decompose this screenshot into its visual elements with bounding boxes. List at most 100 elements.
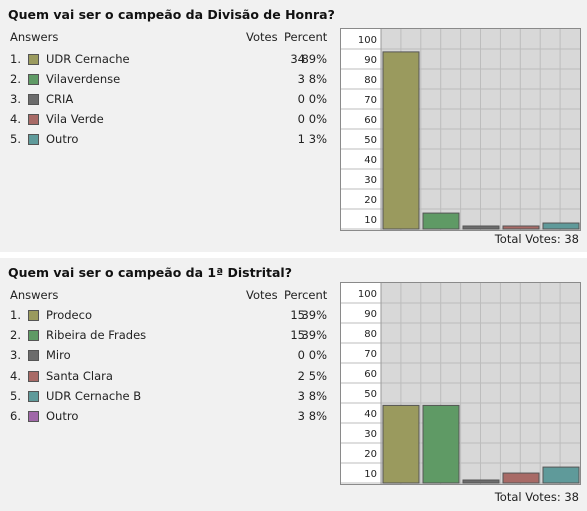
answer-label: Outro [46, 409, 79, 423]
answer-percent: 8% [308, 389, 327, 403]
color-swatch [28, 54, 39, 65]
color-swatch [28, 74, 39, 85]
bar-vilaverdense [422, 212, 460, 230]
bar-vila-verde [502, 225, 540, 230]
answer-percent: 0% [308, 92, 327, 106]
answers-header: Answers [10, 288, 59, 302]
y-tick-label: 50 [364, 389, 377, 400]
poll-title: Quem vai ser o campeão da 1ª Distrital? [8, 265, 292, 280]
bar-cria [462, 225, 500, 230]
y-tick-label: 80 [364, 329, 377, 340]
answer-row: 3. Miro 0 0% [0, 348, 335, 368]
color-swatch [28, 371, 39, 382]
answer-row: 4. Vila Verde 0 0% [0, 112, 335, 132]
y-tick-label: 30 [364, 175, 377, 186]
y-tick-label: 100 [358, 35, 377, 46]
answer-label: Miro [46, 348, 71, 362]
answer-votes: 0 [297, 112, 305, 126]
answer-percent: 0% [308, 348, 327, 362]
answer-votes: 0 [297, 92, 305, 106]
answer-votes: 1 [297, 132, 305, 146]
y-tick-label: 90 [364, 309, 377, 320]
answer-votes: 15 [290, 328, 305, 342]
answer-number: 1. [10, 308, 21, 322]
answer-votes: 3 [297, 389, 305, 403]
y-tick-label: 40 [364, 155, 377, 166]
answer-percent: 8% [308, 409, 327, 423]
y-tick-label: 10 [364, 215, 377, 226]
answer-label: UDR Cernache [46, 52, 130, 66]
bar-udr-cernache [382, 51, 420, 230]
bar-miro [462, 479, 500, 484]
poll-panel-2: Quem vai ser o campeão da 1ª Distrital? … [0, 258, 587, 511]
bar-outro [542, 222, 580, 230]
answer-percent: 89% [301, 52, 327, 66]
answer-number: 4. [10, 112, 21, 126]
answer-number: 4. [10, 369, 21, 383]
y-tick-label: 70 [364, 95, 377, 106]
bar-chart-svg: 10 20 30 40 50 60 70 80 90 100 [341, 29, 580, 230]
answer-number: 1. [10, 52, 21, 66]
answer-row: 4. Santa Clara 2 5% [0, 369, 335, 389]
answer-number: 3. [10, 348, 21, 362]
answer-label: Vila Verde [46, 112, 104, 126]
answer-label: Outro [46, 132, 79, 146]
y-tick-label: 10 [364, 469, 377, 480]
votes-header: Votes [246, 288, 278, 302]
answer-number: 5. [10, 389, 21, 403]
color-swatch [28, 134, 39, 145]
color-swatch [28, 350, 39, 361]
answer-number: 2. [10, 328, 21, 342]
answer-row: 5. UDR Cernache B 3 8% [0, 389, 335, 409]
answer-votes: 3 [297, 72, 305, 86]
bar-udr-cernache-b [542, 466, 580, 484]
answer-row: 2. Ribeira de Frades 15 39% [0, 328, 335, 348]
answer-label: CRIA [46, 92, 74, 106]
total-votes: Total Votes: 38 [494, 232, 579, 246]
answer-row: 5. Outro 1 3% [0, 132, 335, 152]
answer-votes: 0 [297, 348, 305, 362]
answers-header: Answers [10, 30, 59, 44]
bar-ribeira-de-frades [422, 404, 460, 484]
answer-percent: 8% [308, 72, 327, 86]
y-tick-label: 20 [364, 449, 377, 460]
answer-number: 2. [10, 72, 21, 86]
answer-label: Vilaverdense [46, 72, 121, 86]
answer-label: UDR Cernache B [46, 389, 142, 403]
answer-percent: 0% [308, 112, 327, 126]
color-swatch [28, 391, 39, 402]
color-swatch [28, 114, 39, 125]
y-tick-label: 60 [364, 115, 377, 126]
answer-percent: 5% [308, 369, 327, 383]
total-votes: Total Votes: 38 [494, 490, 579, 504]
answer-label: Santa Clara [46, 369, 113, 383]
answer-label: Prodeco [46, 308, 92, 322]
answer-row: 1. UDR Cernache 34 89% [0, 52, 335, 72]
bar-prodeco [382, 404, 420, 484]
answer-row: 3. CRIA 0 0% [0, 92, 335, 112]
y-tick-label: 80 [364, 75, 377, 86]
poll-title: Quem vai ser o campeão da Divisão de Hon… [8, 7, 335, 22]
y-tick-label: 30 [364, 429, 377, 440]
answer-row: 2. Vilaverdense 3 8% [0, 72, 335, 92]
y-tick-label: 100 [358, 289, 377, 300]
answer-row: 6. Outro 3 8% [0, 409, 335, 429]
y-tick-label: 50 [364, 135, 377, 146]
y-tick-label: 90 [364, 55, 377, 66]
answer-votes: 15 [290, 308, 305, 322]
y-tick-label: 60 [364, 369, 377, 380]
answer-number: 6. [10, 409, 21, 423]
answer-votes: 3 [297, 409, 305, 423]
answer-number: 5. [10, 132, 21, 146]
y-tick-label: 40 [364, 409, 377, 420]
answer-label: Ribeira de Frades [46, 328, 147, 342]
results-chart: 10 20 30 40 50 60 70 80 90 100 [340, 282, 581, 485]
bar-santa-clara [502, 472, 540, 484]
results-chart: 10 20 30 40 50 60 70 80 90 100 [340, 28, 581, 231]
color-swatch [28, 94, 39, 105]
answer-votes: 2 [297, 369, 305, 383]
color-swatch [28, 310, 39, 321]
answer-number: 3. [10, 92, 21, 106]
answer-votes: 34 [290, 52, 305, 66]
votes-header: Votes [246, 30, 278, 44]
